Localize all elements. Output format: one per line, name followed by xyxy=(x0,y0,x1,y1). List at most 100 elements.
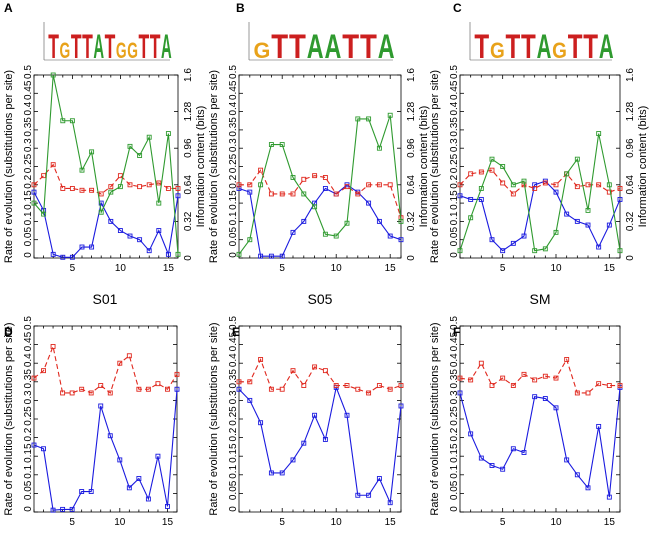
data-point xyxy=(137,237,143,243)
data-point xyxy=(127,182,133,188)
data-point xyxy=(258,357,264,362)
data-point xyxy=(60,506,66,512)
ytick-label: 0.05 xyxy=(228,227,239,247)
xtick-label: 5 xyxy=(500,517,506,528)
logo-letter: T xyxy=(150,28,161,66)
data-point xyxy=(500,466,506,472)
data-point xyxy=(596,244,602,250)
series-line xyxy=(33,191,179,258)
data-point xyxy=(79,386,85,392)
series-blue xyxy=(236,384,404,506)
series-green xyxy=(31,72,181,257)
panel-label: B xyxy=(236,1,245,15)
ytick-label: 0.25 xyxy=(228,153,239,173)
data-point xyxy=(31,442,37,448)
data-point xyxy=(564,357,570,362)
data-point xyxy=(489,167,495,173)
data-point xyxy=(457,390,463,396)
data-point xyxy=(126,485,132,491)
data-point xyxy=(247,237,253,243)
data-point xyxy=(376,182,382,188)
ytick-label: 0.2 xyxy=(228,427,239,441)
data-point xyxy=(376,476,382,481)
xtick-label: 10 xyxy=(331,517,343,528)
data-point xyxy=(553,405,559,411)
data-point xyxy=(322,186,328,191)
xtick-label: 15 xyxy=(604,517,616,528)
ytick-label: 0 xyxy=(23,252,34,258)
ytick-label: 0.1 xyxy=(23,464,34,478)
data-point xyxy=(31,200,37,206)
data-point xyxy=(489,237,495,243)
data-point xyxy=(468,171,474,177)
ytick-label: 0.1 xyxy=(228,464,239,478)
xtick-label: 10 xyxy=(550,517,562,528)
data-point xyxy=(322,368,328,374)
data-point xyxy=(478,455,484,461)
logo-letter: T xyxy=(342,28,359,66)
data-point xyxy=(500,180,506,186)
ytick-label: 0.4 xyxy=(228,353,239,367)
ytick-label: 0 xyxy=(449,506,460,512)
data-point xyxy=(89,244,95,250)
data-point xyxy=(117,173,123,179)
data-point xyxy=(108,184,114,190)
logo-letter: G xyxy=(253,38,270,63)
data-point xyxy=(268,386,274,392)
data-point xyxy=(355,116,361,122)
data-point xyxy=(574,184,580,190)
data-point xyxy=(290,457,296,463)
data-point xyxy=(457,248,463,254)
ytick-label: 0 xyxy=(228,506,239,512)
logo-letter: G xyxy=(490,38,505,63)
data-point xyxy=(156,200,162,206)
data-point xyxy=(387,233,393,239)
data-point xyxy=(478,360,484,366)
ytick-right-label: 0.64 xyxy=(183,175,194,195)
data-point xyxy=(510,191,516,197)
data-point xyxy=(175,186,181,191)
ytick-label: 0.35 xyxy=(228,369,239,389)
data-point xyxy=(279,142,285,147)
panel-d: D S01 0 0.05 0.10.15 0.20.25 0.30.35 0.4 0.450.5… xyxy=(3,291,180,528)
panel-e: E S05 0 0.05 0.10.15 0.20.25 0.30.35 0.4 0.450.5… xyxy=(208,291,404,528)
data-point xyxy=(478,169,484,175)
data-point xyxy=(137,184,143,190)
data-point xyxy=(79,489,85,494)
plot-frame xyxy=(238,74,402,259)
data-point xyxy=(574,390,580,396)
panel-f: F SM 0 0.05 0.10.15 0.20.25 0.30.35 0.4 0.450.5 R… xyxy=(429,291,623,528)
ylabel-left: Rate of evolution (substitutions per sit… xyxy=(3,322,15,515)
ytick-label: 0.4 xyxy=(23,101,34,115)
data-point xyxy=(585,207,591,213)
ytick-label: 0.45 xyxy=(23,80,34,100)
data-point xyxy=(117,457,123,463)
ytick-label: 0.1 xyxy=(449,464,460,478)
ytick-label: 0.3 xyxy=(228,390,239,404)
data-point xyxy=(145,386,151,392)
logo-letter: T xyxy=(289,28,306,66)
ytick-label: 0.1 xyxy=(228,211,239,225)
data-point xyxy=(398,218,404,224)
data-point xyxy=(236,386,242,392)
ylabel-left: Rate of evolution (substitutions per sit… xyxy=(208,322,220,515)
data-point xyxy=(247,189,253,195)
data-point xyxy=(301,176,307,182)
series-blue xyxy=(31,189,181,260)
data-point xyxy=(500,164,506,169)
data-point xyxy=(596,131,602,137)
series-line xyxy=(459,133,621,252)
ytick-label: 0.3 xyxy=(23,390,34,404)
data-point xyxy=(510,240,516,246)
data-point xyxy=(258,420,264,426)
xtick-label: 5 xyxy=(500,263,506,274)
data-point xyxy=(489,463,495,468)
data-point xyxy=(146,182,152,188)
data-point xyxy=(457,193,463,199)
data-point xyxy=(31,189,37,195)
data-point xyxy=(542,373,548,379)
data-point xyxy=(136,476,142,481)
logo-letter: T xyxy=(474,28,489,66)
